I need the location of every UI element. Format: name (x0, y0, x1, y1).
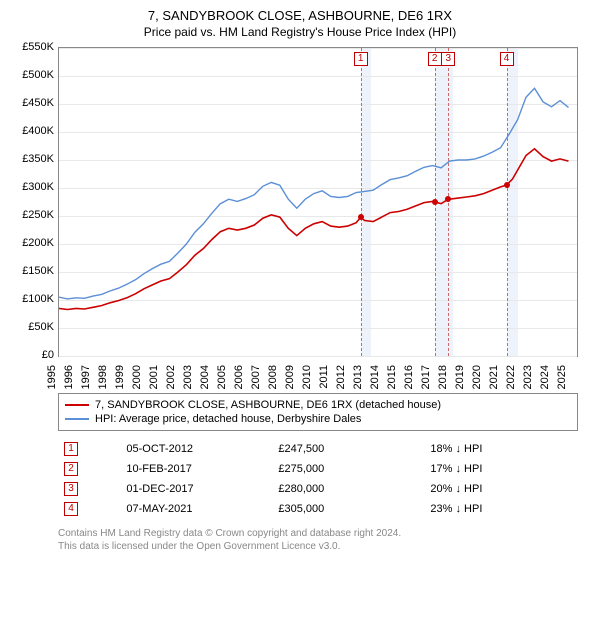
table-row: 2 10-FEB-2017£275,00017% ↓ HPI (58, 459, 578, 479)
y-tick-label: £300K (22, 181, 54, 193)
series-line-hpi (59, 88, 569, 299)
y-tick-label: £100K (22, 293, 54, 305)
y-tick-label: £550K (22, 41, 54, 53)
sale-marker-1: 1 (354, 52, 368, 66)
legend-item: 7, SANDYBROOK CLOSE, ASHBOURNE, DE6 1RX … (65, 398, 571, 412)
x-tick-label: 2024 (539, 365, 551, 389)
y-tick-label: £250K (22, 209, 54, 221)
table-row: 4 07-MAY-2021£305,00023% ↓ HPI (58, 499, 578, 519)
plot-region: 1 23 4 (58, 47, 578, 357)
sale-date: 10-FEB-2017 (120, 459, 272, 479)
sale-number-cell: 3 (58, 479, 120, 499)
chart-title: 7, SANDYBROOK CLOSE, ASHBOURNE, DE6 1RX (10, 8, 590, 23)
sale-number-box: 1 (64, 442, 78, 456)
sale-number-cell: 1 (58, 439, 120, 459)
y-tick-label: £450K (22, 97, 54, 109)
chart-area: 1 23 4 £0 £50K £100K £150K £200K £250K £300K £350… (10, 47, 590, 387)
x-tick-label: 1995 (46, 365, 58, 389)
x-tick-label: 2002 (165, 365, 177, 389)
sale-diff: 20% ↓ HPI (424, 479, 578, 499)
x-tick-label: 2004 (199, 365, 211, 389)
legend: 7, SANDYBROOK CLOSE, ASHBOURNE, DE6 1RX … (58, 393, 578, 431)
sale-number-box: 4 (64, 502, 78, 516)
y-tick-label: £350K (22, 153, 54, 165)
footer-attribution: Contains HM Land Registry data © Crown c… (58, 527, 578, 553)
x-tick-label: 1999 (114, 365, 126, 389)
sale-price: £305,000 (272, 499, 424, 519)
x-tick-label: 2018 (437, 365, 449, 389)
legend-item: HPI: Average price, detached house, Derb… (65, 412, 571, 426)
x-tick-label: 2012 (335, 365, 347, 389)
x-tick-label: 2008 (267, 365, 279, 389)
x-tick-label: 2017 (420, 365, 432, 389)
sale-price: £247,500 (272, 439, 424, 459)
x-tick-label: 2019 (454, 365, 466, 389)
x-tick-label: 1998 (97, 365, 109, 389)
sale-price: £275,000 (272, 459, 424, 479)
sale-diff: 18% ↓ HPI (424, 439, 578, 459)
x-tick-label: 2010 (301, 365, 313, 389)
x-tick-label: 2009 (284, 365, 296, 389)
sale-marker-4: 4 (500, 52, 514, 66)
x-tick-label: 1997 (80, 365, 92, 389)
sale-price: £280,000 (272, 479, 424, 499)
series-svg (59, 48, 577, 356)
sale-point (504, 182, 510, 188)
table-row: 1 05-OCT-2012£247,50018% ↓ HPI (58, 439, 578, 459)
chart-subtitle: Price paid vs. HM Land Registry's House … (10, 25, 590, 39)
sale-marker-3: 3 (441, 52, 455, 66)
y-tick-label: £400K (22, 125, 54, 137)
legend-label: 7, SANDYBROOK CLOSE, ASHBOURNE, DE6 1RX … (95, 399, 441, 411)
y-tick-label: £0 (42, 349, 54, 361)
sale-date: 07-MAY-2021 (120, 499, 272, 519)
legend-label: HPI: Average price, detached house, Derb… (95, 413, 361, 425)
footer-line-1: Contains HM Land Registry data © Crown c… (58, 527, 578, 540)
x-tick-label: 2015 (386, 365, 398, 389)
x-tick-label: 2005 (216, 365, 228, 389)
x-tick-label: 2013 (352, 365, 364, 389)
y-tick-label: £150K (22, 265, 54, 277)
series-line-price_paid (59, 149, 569, 310)
sale-date: 05-OCT-2012 (120, 439, 272, 459)
y-tick-label: £200K (22, 237, 54, 249)
x-tick-label: 2007 (250, 365, 262, 389)
footer-line-2: This data is licensed under the Open Gov… (58, 540, 578, 553)
x-tick-label: 2021 (488, 365, 500, 389)
x-tick-label: 2025 (556, 365, 568, 389)
sale-marker-2: 2 (428, 52, 442, 66)
gridline (59, 356, 577, 357)
sale-diff: 17% ↓ HPI (424, 459, 578, 479)
sale-point (432, 199, 438, 205)
y-tick-label: £50K (28, 321, 54, 333)
x-tick-label: 1996 (63, 365, 75, 389)
x-tick-label: 2006 (233, 365, 245, 389)
sales-table: 1 05-OCT-2012£247,50018% ↓ HPI 2 10-FEB-201… (58, 439, 578, 519)
sale-date: 01-DEC-2017 (120, 479, 272, 499)
sale-point (445, 196, 451, 202)
x-tick-label: 2000 (131, 365, 143, 389)
sale-point (358, 214, 364, 220)
y-tick-label: £500K (22, 69, 54, 81)
x-tick-label: 2001 (148, 365, 160, 389)
sale-number-box: 3 (64, 482, 78, 496)
x-tick-label: 2016 (403, 365, 415, 389)
x-tick-label: 2003 (182, 365, 194, 389)
sale-number-box: 2 (64, 462, 78, 476)
table-row: 3 01-DEC-2017£280,00020% ↓ HPI (58, 479, 578, 499)
legend-swatch (65, 404, 89, 406)
sale-diff: 23% ↓ HPI (424, 499, 578, 519)
x-tick-label: 2022 (505, 365, 517, 389)
chart-container: 7, SANDYBROOK CLOSE, ASHBOURNE, DE6 1RX … (0, 0, 600, 559)
x-tick-label: 2014 (369, 365, 381, 389)
x-tick-label: 2023 (522, 365, 534, 389)
x-tick-label: 2011 (318, 365, 330, 389)
sale-number-cell: 2 (58, 459, 120, 479)
x-tick-label: 2020 (471, 365, 483, 389)
legend-swatch (65, 418, 89, 420)
sale-number-cell: 4 (58, 499, 120, 519)
